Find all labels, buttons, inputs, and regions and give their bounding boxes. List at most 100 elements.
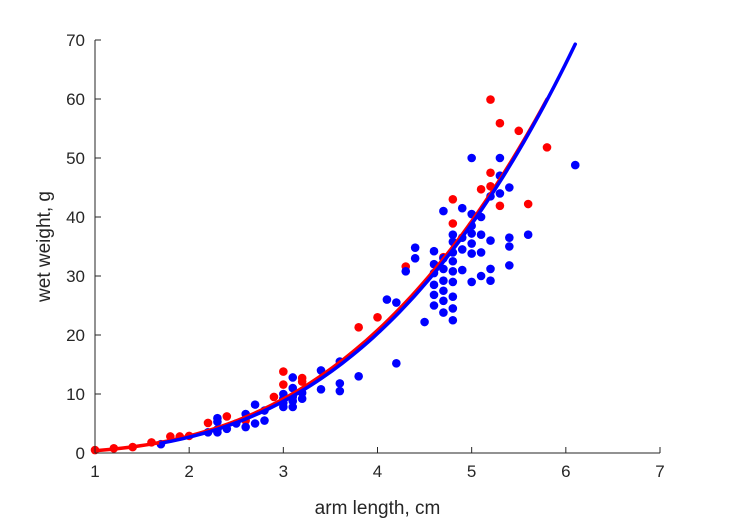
y-axis-label: wet weight, g [34, 191, 55, 303]
data-point [250, 400, 260, 409]
y-ticks: 0 10 20 30 40 50 60 70 [66, 31, 101, 463]
data-point [523, 199, 533, 209]
data-point [279, 367, 288, 376]
data-point [448, 277, 458, 287]
data-point [213, 413, 222, 423]
data-point [335, 379, 345, 388]
data-point [495, 153, 505, 163]
data-point [495, 189, 505, 198]
scatter-series-blue [156, 153, 580, 449]
data-point [316, 384, 326, 394]
x-tick-label: 6 [561, 462, 570, 481]
data-point [476, 248, 486, 257]
data-point [486, 168, 495, 178]
x-tick-label: 4 [373, 462, 382, 481]
y-tick-label: 20 [66, 326, 85, 345]
data-point [457, 265, 467, 275]
data-point [495, 201, 505, 211]
y-tick-label: 60 [66, 90, 85, 109]
data-point [448, 256, 458, 266]
data-point [467, 239, 476, 248]
data-point [203, 418, 213, 428]
data-point [448, 292, 458, 301]
data-point [448, 304, 458, 313]
data-point [439, 308, 448, 317]
data-point [439, 296, 448, 306]
data-point [382, 295, 392, 304]
data-point [476, 271, 486, 281]
x-tick-label: 1 [90, 462, 99, 481]
data-point [486, 95, 495, 104]
data-point [523, 230, 533, 239]
data-point [439, 286, 448, 296]
data-point [288, 383, 298, 393]
data-point [486, 276, 495, 286]
data-point [222, 412, 232, 421]
x-tick-label: 3 [279, 462, 288, 481]
data-point [410, 243, 420, 252]
data-point [476, 184, 486, 194]
data-point [439, 206, 448, 216]
data-point [250, 419, 260, 428]
data-point [467, 249, 476, 258]
data-point [542, 143, 552, 152]
x-tick-label: 2 [184, 462, 193, 481]
x-ticks: 1 2 3 4 5 6 7 [90, 447, 665, 481]
data-point [297, 394, 307, 404]
y-tick-label: 50 [66, 149, 85, 168]
y-tick-label: 40 [66, 208, 85, 227]
y-tick-label: 10 [66, 385, 85, 404]
data-point [486, 236, 495, 245]
data-point [448, 315, 458, 325]
data-point [269, 392, 279, 402]
data-point [354, 372, 363, 381]
data-point [505, 261, 514, 270]
x-axis-label: arm length, cm [315, 498, 441, 519]
data-point [279, 380, 288, 389]
data-point [505, 183, 514, 192]
data-point [410, 253, 420, 263]
data-point [476, 230, 486, 239]
data-point [467, 153, 476, 163]
y-tick-label: 30 [66, 267, 85, 286]
data-point [241, 422, 250, 432]
x-tick-label: 7 [655, 462, 664, 481]
data-point [495, 118, 505, 128]
data-point [420, 317, 429, 327]
y-tick-label: 0 [76, 444, 85, 463]
data-point [429, 301, 439, 310]
data-point [401, 266, 411, 276]
y-tick-label: 70 [66, 31, 85, 50]
data-point [514, 126, 524, 136]
data-point [467, 229, 476, 238]
data-point [457, 203, 467, 213]
data-point [288, 402, 298, 412]
data-point [335, 386, 345, 396]
data-point [429, 280, 439, 290]
data-point [354, 323, 363, 332]
data-point [467, 277, 476, 287]
x-tick-label: 5 [467, 462, 476, 481]
data-point [448, 230, 458, 239]
data-point [505, 242, 514, 251]
data-point [439, 276, 448, 286]
data-point [448, 266, 458, 276]
data-point [448, 219, 458, 228]
data-point [505, 233, 514, 242]
data-point [392, 298, 401, 307]
data-point [570, 160, 580, 170]
data-point [429, 246, 439, 256]
data-point [429, 290, 439, 300]
data-point [288, 373, 298, 382]
data-point [486, 264, 495, 274]
fit-curve-blue [159, 42, 577, 445]
data-point [260, 416, 269, 425]
data-point [448, 195, 458, 204]
data-point [457, 245, 467, 254]
data-point [392, 359, 401, 368]
axes: 1 2 3 4 5 6 7 0 10 20 30 40 50 60 70 arm length, cm w… [34, 31, 665, 519]
data-point [373, 313, 382, 322]
plot-area [90, 42, 580, 455]
